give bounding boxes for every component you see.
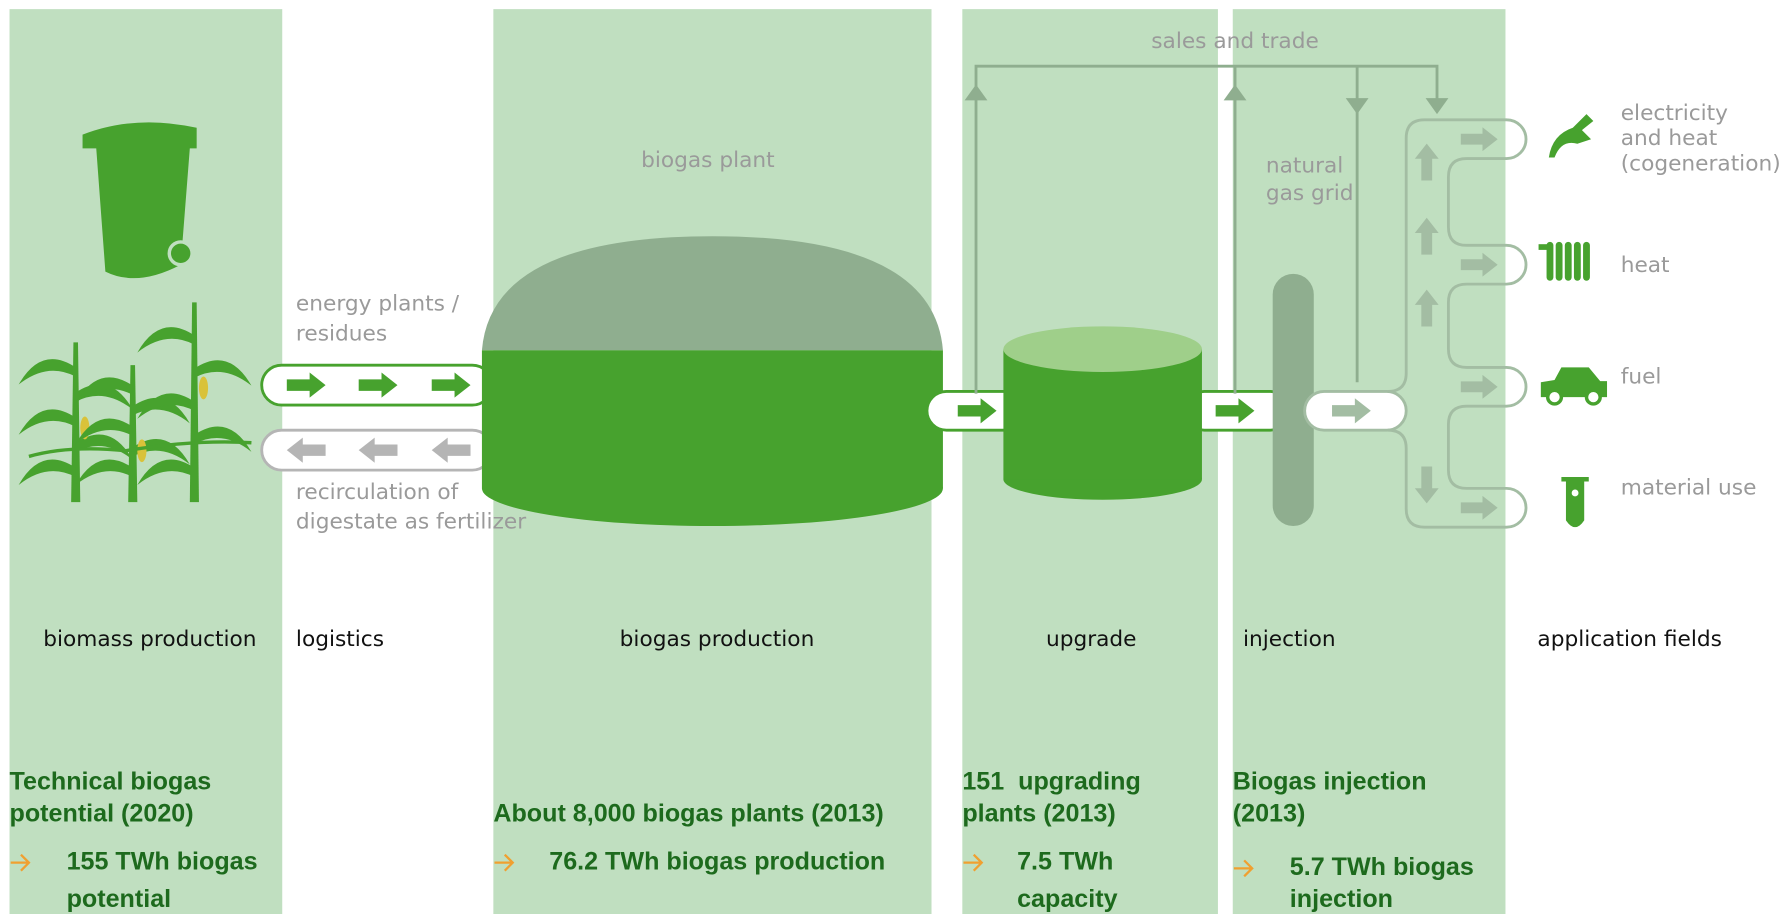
- radiator-fin: [1583, 242, 1590, 281]
- annotation: biogas plant: [641, 148, 775, 173]
- stat-heading: Technical biogas: [10, 767, 212, 795]
- application-label: and heat: [1621, 126, 1718, 151]
- plug-icon: [1549, 114, 1594, 157]
- annotation: natural: [1266, 154, 1343, 179]
- tank-body: [482, 350, 943, 488]
- annotation: residues: [296, 321, 387, 346]
- stage-label: upgrade: [1046, 627, 1137, 652]
- stat-detail: 76.2 TWh biogas production: [549, 847, 885, 875]
- application-label: fuel: [1621, 365, 1662, 390]
- stat-heading: Biogas injection: [1233, 767, 1427, 795]
- stage-label: biogas production: [620, 627, 815, 652]
- radiator-pipe: [1539, 244, 1548, 250]
- tube-icon: [1561, 477, 1588, 527]
- stat-heading: plants (2013): [962, 799, 1115, 827]
- corn-cob: [137, 439, 146, 462]
- annotation: digestate as fertilizer: [296, 510, 526, 535]
- stage-label: injection: [1243, 627, 1336, 652]
- annotation: gas grid: [1266, 181, 1354, 206]
- stat-detail: capacity: [1017, 885, 1117, 913]
- radiator-fin: [1565, 242, 1572, 281]
- stage-label: application fields: [1537, 627, 1722, 652]
- stat-detail: 5.7 TWh biogas: [1290, 853, 1474, 881]
- stage-label: biomass production: [43, 627, 256, 652]
- stage-label: logistics: [296, 627, 384, 652]
- radiator-fin: [1574, 242, 1581, 281]
- page: biogas plant energy plants / residues recir…: [0, 0, 1790, 914]
- application-label: heat: [1621, 253, 1670, 278]
- stat-detail: 7.5 TWh: [1017, 847, 1113, 875]
- cyl-top: [1003, 326, 1202, 372]
- tube-bubble: [1572, 490, 1579, 497]
- radiator-icon: [1539, 242, 1590, 281]
- application-label: (cogeneration): [1621, 151, 1781, 176]
- annotation: sales and trade: [1151, 29, 1319, 54]
- car-wheel: [1548, 390, 1562, 404]
- bin-wheel: [169, 242, 192, 265]
- car-wheel: [1586, 390, 1600, 404]
- annotation: recirculation of: [296, 480, 460, 505]
- corn-cob: [199, 377, 208, 400]
- diagram: biogas plant energy plants / residues recir…: [0, 0, 1790, 914]
- stat-detail: injection: [1290, 885, 1393, 913]
- annotation: energy plants /: [296, 292, 460, 317]
- stat-heading: (2013): [1233, 799, 1306, 827]
- application-label: material use: [1621, 475, 1757, 500]
- stat-detail: 155 TWh biogas: [67, 847, 258, 875]
- application-label: electricity: [1621, 101, 1728, 126]
- stat-heading: 151 upgrading: [962, 767, 1140, 795]
- stat-heading: About 8,000 biogas plants (2013): [493, 799, 883, 827]
- stat-detail: potential: [67, 885, 172, 913]
- stat-heading: potential (2020): [10, 799, 194, 827]
- radiator-fin: [1556, 242, 1563, 281]
